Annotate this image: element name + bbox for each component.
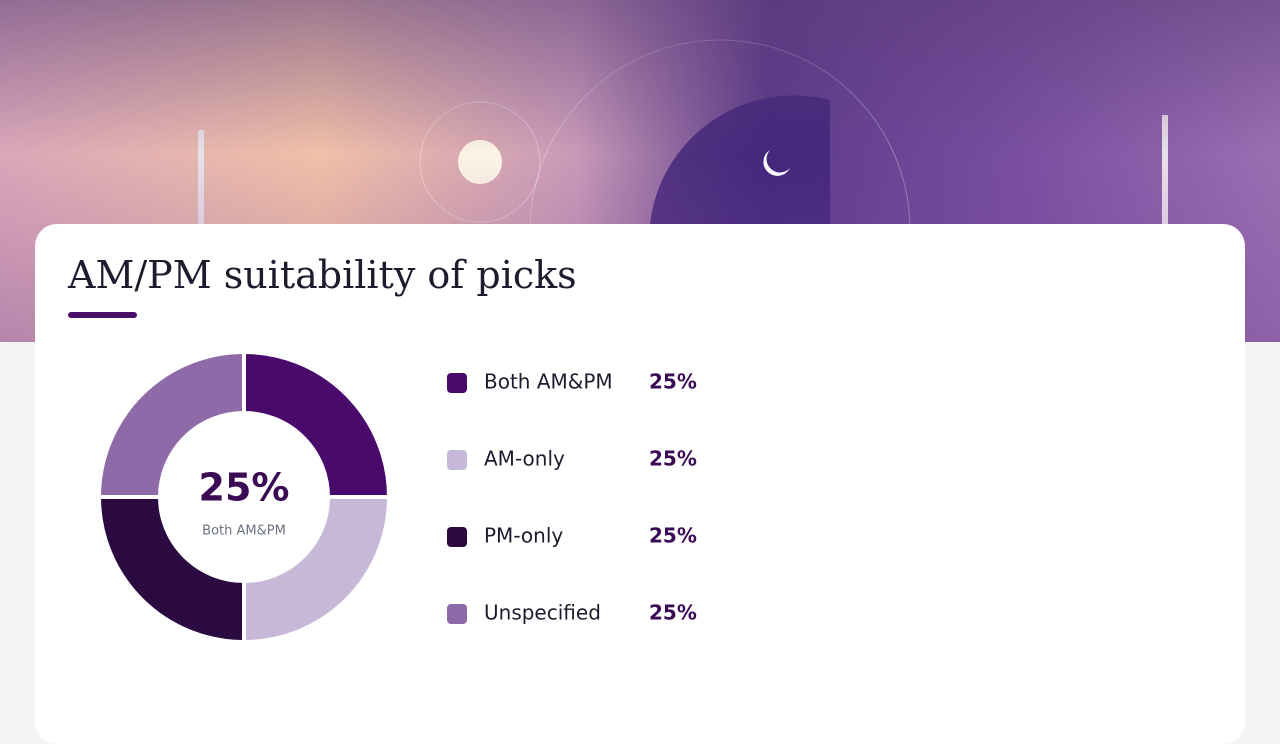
chart-title: AM/PM suitability of picks	[67, 253, 577, 297]
donut-slice	[96, 349, 246, 499]
donut-slice	[242, 349, 392, 499]
legend-value: 25%	[649, 370, 697, 394]
donut-slice	[96, 495, 246, 645]
legend-value: 25%	[649, 447, 697, 471]
center-label: Both AM&PM	[202, 524, 286, 539]
donut-slice	[242, 495, 392, 645]
card	[35, 224, 1245, 744]
legend-value: 25%	[649, 524, 697, 548]
legend-swatch	[447, 450, 467, 470]
legend-swatch	[447, 604, 467, 624]
chart: AM/PM suitability of picks Both AM&PM 25%…	[67, 253, 697, 645]
center-value: 25%	[199, 466, 290, 510]
legend-swatch	[447, 527, 467, 547]
legend-label: Unspecified	[484, 601, 601, 625]
legend-label: Both AM&PM	[484, 370, 613, 394]
title-underline	[68, 312, 137, 318]
header-banner	[0, 0, 1280, 342]
legend-value: 25%	[649, 601, 697, 625]
legend-swatch	[447, 373, 467, 393]
legend-label: AM-only	[484, 447, 565, 471]
legend-label: PM-only	[484, 524, 563, 548]
